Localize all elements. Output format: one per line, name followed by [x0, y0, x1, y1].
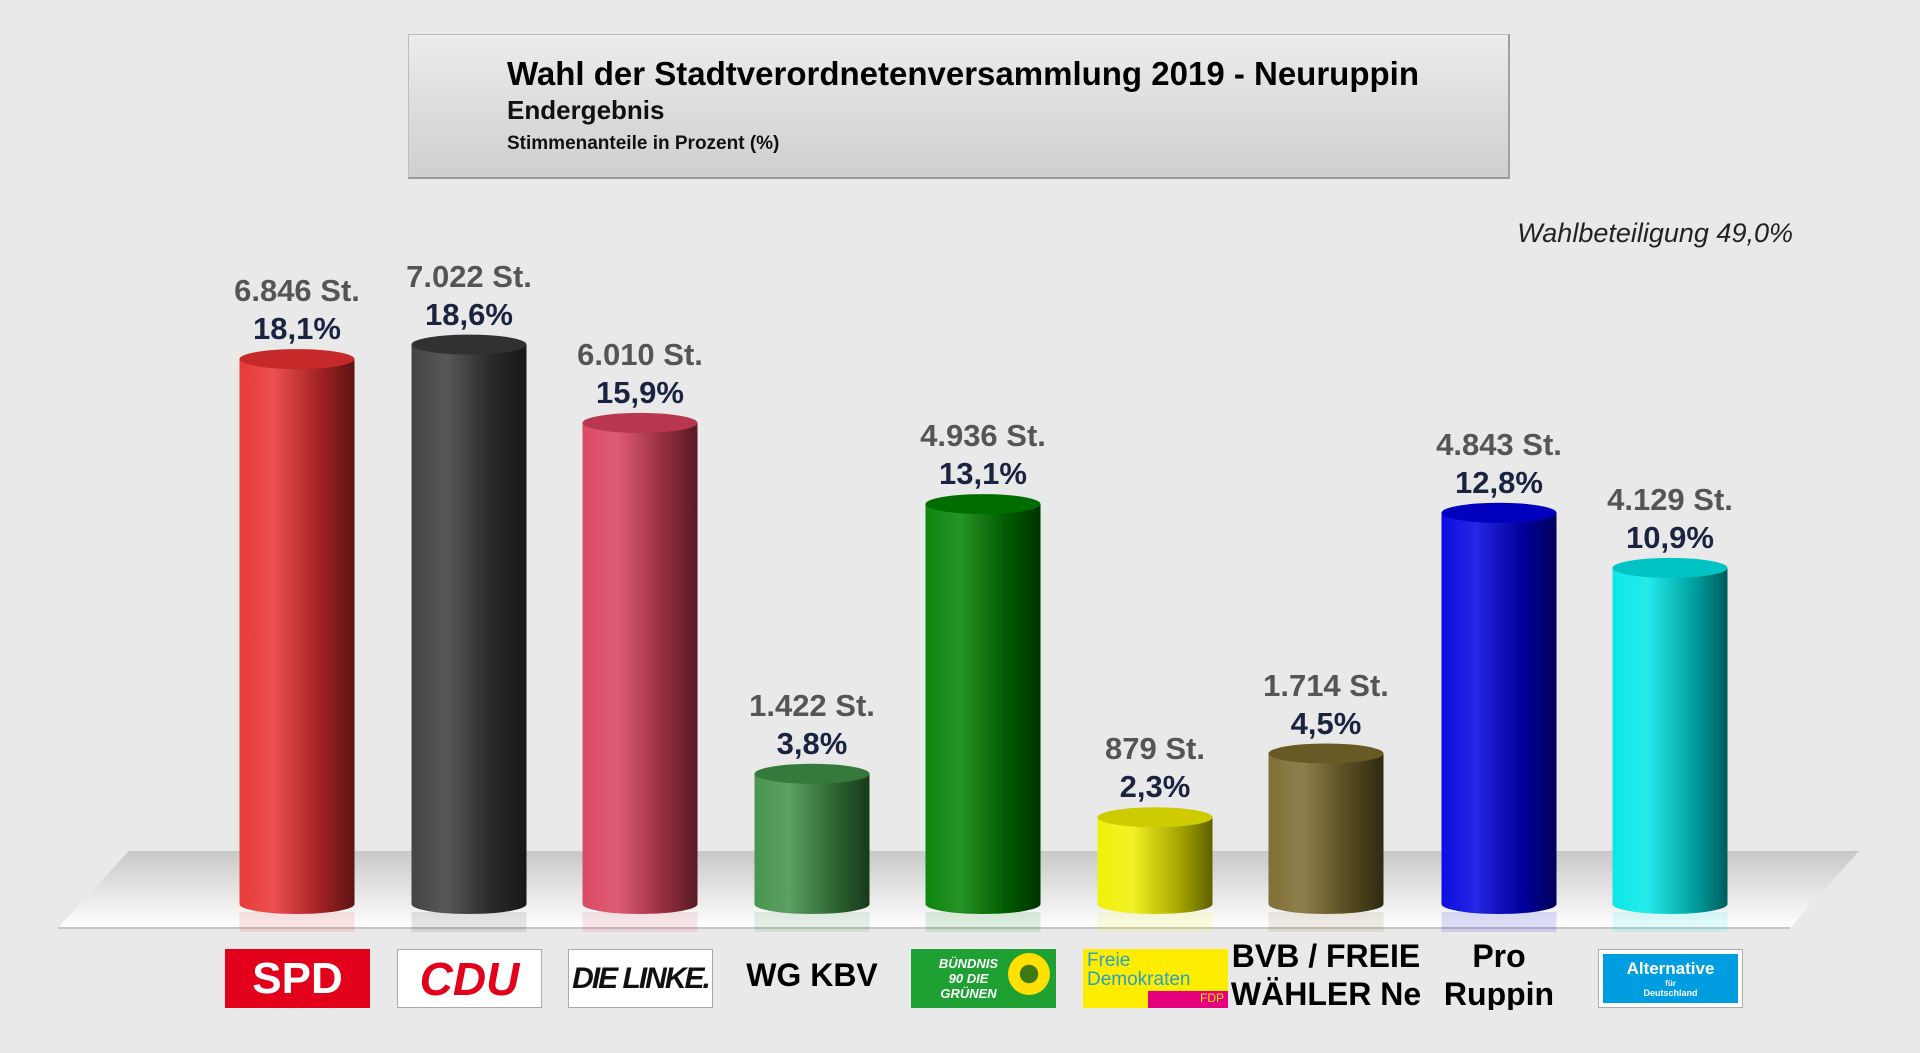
bar-reflection-7: [1441, 912, 1557, 932]
bar-top-8: [1612, 557, 1728, 578]
bar-reflection-2: [582, 912, 698, 932]
votes-label: 879 St.: [1105, 731, 1205, 767]
percent-label: 15,9%: [596, 374, 684, 410]
percent-label: 18,1%: [253, 311, 341, 347]
votes-label: 4.843 St.: [1436, 426, 1562, 462]
label-wg-kbv: WG KBV: [746, 957, 878, 993]
turnout-label: Wahlbeteiligung 49,0%: [1517, 218, 1793, 248]
percent-label: 12,8%: [1455, 464, 1543, 500]
percent-label: 10,9%: [1626, 519, 1714, 555]
label-pro-ruppin: Pro Ruppin: [1443, 940, 1555, 1010]
bar-reflection-5: [1097, 912, 1213, 932]
bar-top-7: [1441, 502, 1557, 523]
bar-reflection-8: [1612, 912, 1728, 932]
bar-top-0: [239, 349, 355, 370]
sunflower-icon: [1008, 953, 1050, 995]
chart-subtitle: Endergebnis: [507, 95, 665, 125]
percent-label: 2,3%: [1119, 769, 1191, 805]
bar-reflection-3: [754, 912, 870, 932]
votes-label: 4.129 St.: [1607, 481, 1733, 517]
bar-2: [582, 422, 698, 914]
percent-label: 13,1%: [939, 456, 1027, 492]
title-box: Wahl der Stadtverordnetenversammlung 201…: [408, 34, 1510, 179]
bar-5: [1097, 817, 1213, 914]
bar-reflection-4: [925, 912, 1041, 932]
logo-linke: DIE LINKE.: [568, 949, 713, 1008]
logo-fdp-text: Freie Demokraten: [1087, 950, 1191, 990]
afd-logo-bottom: Deutschland: [1643, 988, 1698, 998]
bar-1: [411, 344, 527, 915]
bar-top-6: [1268, 743, 1384, 764]
label-bvb: BVB / FREIE WÄHLER Ne: [1230, 940, 1422, 1010]
logo-fdp: Freie Demokraten FDP: [1083, 949, 1228, 1008]
bar-0: [239, 359, 355, 914]
votes-label: 1.422 St.: [749, 687, 875, 723]
votes-label: 4.936 St.: [920, 418, 1046, 454]
bar-4: [925, 504, 1041, 914]
bar-3: [754, 773, 870, 914]
votes-label: 6.010 St.: [577, 336, 703, 372]
logo-afd: Alternative für Deutschland: [1598, 949, 1743, 1008]
bar-top-3: [754, 763, 870, 784]
logo-cdu: CDU: [397, 949, 542, 1008]
bar-8: [1612, 567, 1728, 914]
percent-label: 3,8%: [776, 725, 848, 761]
percent-label: 18,6%: [425, 296, 513, 332]
logo-gruene: BÜNDNIS 90 DIE GRÜNEN: [911, 949, 1056, 1008]
bar-7: [1441, 512, 1557, 914]
bar-top-2: [582, 412, 698, 433]
chart-note: Stimmenanteile in Prozent (%): [507, 133, 780, 154]
votes-label: 1.714 St.: [1263, 667, 1389, 703]
bar-6: [1268, 753, 1384, 914]
bar-top-4: [925, 494, 1041, 515]
bar-top-1: [411, 334, 527, 355]
logo-gruene-text: BÜNDNIS 90 DIE GRÜNEN: [938, 956, 999, 1001]
logo-spd: SPD: [225, 949, 370, 1008]
bar-reflection-6: [1268, 912, 1384, 932]
afd-logo-small: für: [1665, 979, 1676, 988]
votes-label: 6.846 St.: [234, 273, 360, 309]
bar-reflection-1: [411, 912, 527, 932]
percent-label: 4,5%: [1290, 705, 1362, 741]
afd-logo-box: Alternative für Deutschland: [1603, 954, 1738, 1003]
bar-reflection-0: [239, 912, 355, 932]
votes-label: 7.022 St.: [406, 258, 532, 294]
afd-logo-top: Alternative: [1626, 959, 1715, 978]
logo-fdp-badge: FDP: [1148, 991, 1228, 1008]
bar-top-5: [1097, 807, 1213, 828]
chart-title: Wahl der Stadtverordnetenversammlung 201…: [507, 55, 1419, 92]
